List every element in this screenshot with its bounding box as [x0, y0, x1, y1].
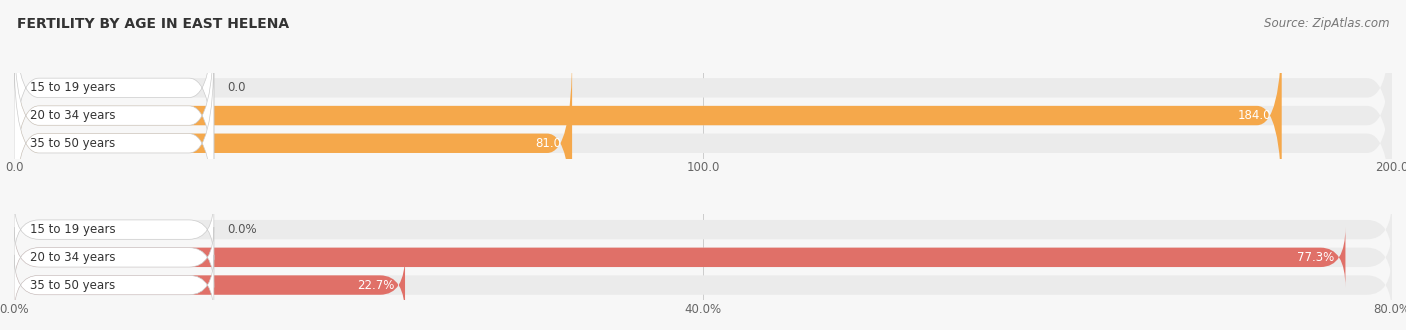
FancyBboxPatch shape [14, 25, 214, 206]
FancyBboxPatch shape [14, 227, 214, 287]
FancyBboxPatch shape [14, 199, 214, 260]
Text: 0.0: 0.0 [228, 81, 246, 94]
Text: 20 to 34 years: 20 to 34 years [30, 251, 115, 264]
Text: 22.7%: 22.7% [357, 279, 394, 292]
FancyBboxPatch shape [14, 255, 405, 315]
Text: Source: ZipAtlas.com: Source: ZipAtlas.com [1264, 16, 1389, 29]
FancyBboxPatch shape [14, 255, 1392, 315]
Text: 35 to 50 years: 35 to 50 years [30, 137, 115, 150]
Text: 35 to 50 years: 35 to 50 years [30, 279, 115, 292]
FancyBboxPatch shape [14, 0, 214, 178]
Text: 20 to 34 years: 20 to 34 years [30, 109, 115, 122]
Text: 77.3%: 77.3% [1298, 251, 1334, 264]
FancyBboxPatch shape [14, 0, 1392, 178]
Text: 15 to 19 years: 15 to 19 years [30, 223, 115, 236]
FancyBboxPatch shape [14, 255, 214, 315]
FancyBboxPatch shape [14, 227, 1392, 287]
FancyBboxPatch shape [14, 25, 1392, 206]
FancyBboxPatch shape [14, 53, 214, 233]
Text: 15 to 19 years: 15 to 19 years [30, 81, 115, 94]
FancyBboxPatch shape [14, 53, 1392, 233]
Text: 184.0: 184.0 [1237, 109, 1271, 122]
FancyBboxPatch shape [14, 25, 1282, 206]
Text: 81.0: 81.0 [536, 137, 561, 150]
FancyBboxPatch shape [14, 199, 1392, 260]
Text: 0.0%: 0.0% [228, 223, 257, 236]
FancyBboxPatch shape [14, 227, 1346, 287]
Text: FERTILITY BY AGE IN EAST HELENA: FERTILITY BY AGE IN EAST HELENA [17, 16, 290, 30]
FancyBboxPatch shape [14, 53, 572, 233]
